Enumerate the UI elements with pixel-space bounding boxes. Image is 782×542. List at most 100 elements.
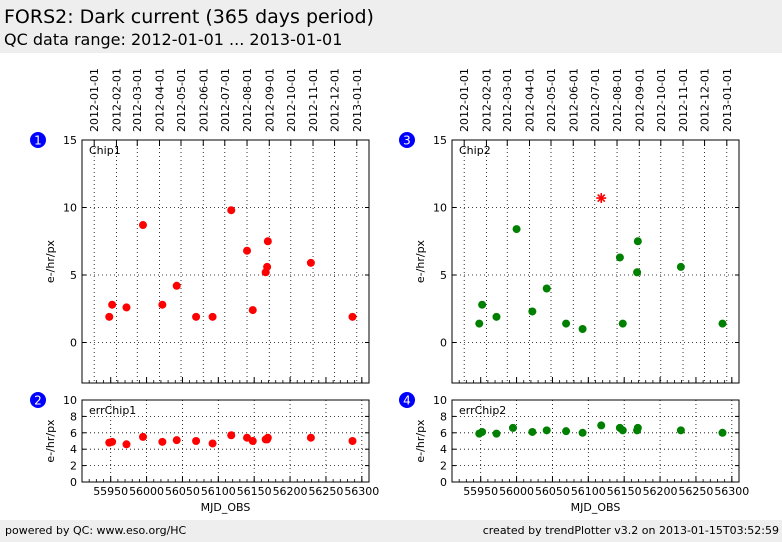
y-tick-label: 10 xyxy=(433,394,447,407)
date-tick-label: 2012-07-01 xyxy=(589,68,602,132)
date-tick-label: 2012-05-01 xyxy=(175,68,188,132)
y-tick-label: 0 xyxy=(70,476,77,489)
date-tick-label: 2013-01-01 xyxy=(721,68,734,132)
x-tick-label: 56000 xyxy=(499,485,534,498)
y-tick-label: 2 xyxy=(440,460,447,473)
data-point xyxy=(475,319,484,328)
x-tick-label: 56100 xyxy=(571,485,606,498)
y-tick-label: 8 xyxy=(440,410,447,423)
date-tick-label: 2012-04-01 xyxy=(523,68,536,132)
data-point xyxy=(492,312,501,321)
data-point xyxy=(122,303,131,312)
data-point xyxy=(122,440,131,449)
panel-number-badge xyxy=(399,132,415,148)
data-point xyxy=(618,426,627,435)
data-point xyxy=(597,421,606,430)
y-tick-label: 0 xyxy=(440,337,447,350)
date-tick-label: 2012-08-01 xyxy=(611,68,624,132)
x-tick-label: 56150 xyxy=(607,485,642,498)
date-tick-label: 2012-08-01 xyxy=(241,68,254,132)
data-point xyxy=(208,439,217,448)
data-point xyxy=(528,427,537,436)
date-tick-label: 2012-02-01 xyxy=(110,68,123,132)
x-axis-label: MJD_OBS xyxy=(201,501,251,514)
date-tick-label: 2012-06-01 xyxy=(197,68,210,132)
y-tick-label: 10 xyxy=(433,202,447,215)
data-point xyxy=(108,437,117,446)
date-tick-label: 2012-03-01 xyxy=(131,68,144,132)
date-tick-label: 2012-12-01 xyxy=(699,68,712,132)
data-point xyxy=(633,423,642,432)
data-point xyxy=(192,437,201,445)
panel-number-text: 4 xyxy=(403,394,411,408)
data-point xyxy=(615,253,624,262)
y-tick-label: 10 xyxy=(63,202,77,215)
date-tick-label: 2012-02-01 xyxy=(480,68,493,132)
x-tick-label: 56100 xyxy=(201,485,236,498)
panel-number-text: 3 xyxy=(403,134,411,148)
panel-number-badge xyxy=(399,392,415,408)
x-tick-label: 56300 xyxy=(344,485,379,498)
data-point xyxy=(263,237,272,246)
data-point xyxy=(227,431,236,440)
page-title: FORS2: Dark current (365 days period) xyxy=(4,6,374,28)
panel-number-text: 1 xyxy=(34,134,42,148)
y-tick-label: 10 xyxy=(63,394,77,407)
date-tick-label: 2012-10-01 xyxy=(655,68,668,132)
y-tick-label: 5 xyxy=(440,269,447,282)
date-tick-label: 2012-12-01 xyxy=(329,68,342,132)
data-point xyxy=(478,427,487,436)
data-point xyxy=(208,312,217,321)
date-tick-label: 2012-06-01 xyxy=(567,68,580,132)
panel-label: Chip2 xyxy=(459,144,491,157)
date-tick-label: 2012-05-01 xyxy=(545,68,558,132)
y-tick-label: 4 xyxy=(440,443,447,456)
data-point xyxy=(348,312,357,321)
panel-number-badge xyxy=(30,392,46,408)
data-point xyxy=(105,312,114,321)
y-tick-label: 8 xyxy=(70,410,77,423)
date-tick-label: 2012-11-01 xyxy=(307,68,320,132)
date-tick-label: 2012-01-01 xyxy=(88,68,101,132)
y-tick-label: 2 xyxy=(70,460,77,473)
y-axis-label: e-/hr/px xyxy=(44,419,57,463)
data-point xyxy=(542,426,551,435)
data-point xyxy=(633,237,642,246)
y-tick-label: 5 xyxy=(70,269,77,282)
x-tick-label: 56050 xyxy=(165,485,200,498)
date-tick-label: 2012-09-01 xyxy=(633,68,646,132)
y-axis-label: e-/hr/px xyxy=(414,239,427,283)
outlier-point xyxy=(596,193,607,204)
data-point xyxy=(306,258,315,267)
date-tick-label: 2012-11-01 xyxy=(677,68,690,132)
data-point xyxy=(172,436,181,445)
data-point xyxy=(158,437,167,446)
footer-left-text: powered by QC: www.eso.org/HC xyxy=(5,524,187,537)
date-tick-label: 2012-01-01 xyxy=(458,68,471,132)
data-point xyxy=(542,284,551,293)
data-point xyxy=(676,426,685,435)
x-tick-label: 55950 xyxy=(93,485,128,498)
data-point xyxy=(492,429,501,438)
page-header: FORS2: Dark current (365 days period) QC… xyxy=(0,0,782,53)
data-point xyxy=(562,319,571,328)
y-tick-label: 0 xyxy=(440,476,447,489)
data-point xyxy=(138,221,147,230)
y-tick-label: 0 xyxy=(70,337,77,350)
plot-frame xyxy=(451,139,740,384)
y-tick-label: 4 xyxy=(70,443,77,456)
x-tick-label: 55950 xyxy=(463,485,498,498)
data-point xyxy=(248,306,257,315)
y-tick-label: 6 xyxy=(440,427,447,440)
data-point xyxy=(633,268,642,277)
page-footer: powered by QC: www.eso.org/HC created by… xyxy=(0,520,782,542)
data-point xyxy=(158,300,167,309)
y-axis-label: e-/hr/px xyxy=(44,239,57,283)
data-point xyxy=(248,437,257,445)
x-tick-label: 56050 xyxy=(535,485,570,498)
data-point xyxy=(172,281,181,290)
data-point xyxy=(138,432,147,441)
data-point xyxy=(263,433,272,442)
data-point xyxy=(618,319,627,328)
data-point xyxy=(192,312,201,321)
